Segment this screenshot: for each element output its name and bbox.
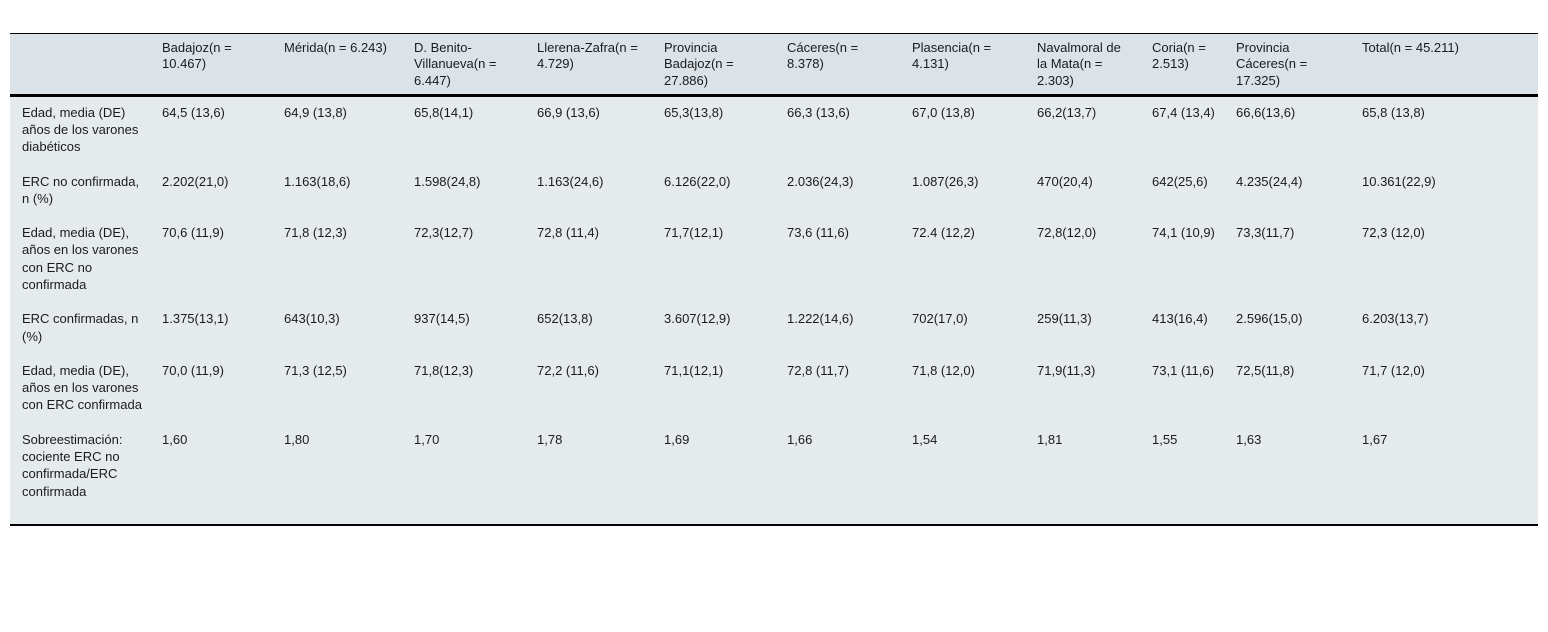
- results-table-wrap: Badajoz(n = 10.467) Mérida(n = 6.243) D. B…: [10, 33, 1538, 526]
- cell: 64,5 (13,6): [162, 104, 225, 120]
- cell: 71,7 (12,0): [1362, 362, 1425, 378]
- cell: 65,8(14,1): [414, 104, 474, 120]
- column-header: Mérida(n = 6.243): [284, 40, 387, 55]
- corner-cell: [10, 34, 160, 96]
- cell: 1,80: [284, 431, 310, 447]
- cell: 642(25,6): [1152, 173, 1208, 189]
- row-label: Edad, media (DE) años de los varones dia…: [22, 104, 139, 155]
- cell: 1.163(24,6): [537, 173, 604, 189]
- cell: 1.222(14,6): [787, 311, 854, 327]
- table-row: ERC confirmadas, n (%) 1.375(13,1) 643(10,…: [10, 303, 1538, 355]
- cell: 643(10,3): [284, 311, 340, 327]
- cell: 73,3(11,7): [1236, 225, 1295, 241]
- cell: 71,9(11,3): [1037, 362, 1096, 378]
- cell: 72.4 (12,2): [912, 225, 975, 241]
- cell: 1.375(13,1): [162, 311, 229, 327]
- cell: 71,8(12,3): [414, 362, 474, 378]
- cell: 73,1 (11,6): [1152, 362, 1214, 378]
- cell: 1,69: [664, 431, 690, 447]
- cell: 2.596(15,0): [1236, 311, 1303, 327]
- cell: 71,8 (12,0): [912, 362, 975, 378]
- cell: 70,6 (11,9): [162, 225, 224, 241]
- cell: 937(14,5): [414, 311, 470, 327]
- cell: 1,67: [1362, 431, 1388, 447]
- column-header: Llerena-Zafra(n = 4.729): [537, 40, 638, 72]
- column-header: Navalmoral de la Mata(n = 2.303): [1037, 40, 1121, 88]
- cell: 1,70: [414, 431, 440, 447]
- cell: 67,0 (13,8): [912, 104, 975, 120]
- cell: 67,4 (13,4): [1152, 104, 1215, 120]
- cell: 2.202(21,0): [162, 173, 229, 189]
- cell: 72,5(11,8): [1236, 362, 1295, 378]
- cell: 65,3(13,8): [664, 104, 724, 120]
- cell: 3.607(12,9): [664, 311, 731, 327]
- column-header: Cáceres(n = 8.378): [787, 40, 859, 72]
- cell: 4.235(24,4): [1236, 173, 1303, 189]
- cell: 652(13,8): [537, 311, 593, 327]
- cell: 1,55: [1152, 431, 1178, 447]
- row-label: ERC no confirmada, n (%): [22, 173, 140, 206]
- column-header: Coria(n = 2.513): [1152, 40, 1206, 72]
- cell: 10.361(22,9): [1362, 173, 1436, 189]
- row-label: Edad, media (DE), años en los varones co…: [22, 362, 142, 413]
- header-row: Badajoz(n = 10.467) Mérida(n = 6.243) D. B…: [10, 33, 1538, 96]
- column-header: Badajoz(n = 10.467): [162, 40, 232, 72]
- column-header: Total(n = 45.211): [1362, 40, 1459, 55]
- cell: 72,2 (11,6): [537, 362, 599, 378]
- column-header: Provincia Badajoz(n = 27.886): [664, 40, 734, 88]
- cell: 702(17,0): [912, 311, 968, 327]
- cell: 470(20,4): [1037, 173, 1093, 189]
- table-row: ERC no confirmada, n (%) 2.202(21,0) 1.163…: [10, 166, 1538, 218]
- cell: 413(16,4): [1152, 311, 1208, 327]
- column-header: Provincia Cáceres(n = 17.325): [1236, 40, 1308, 88]
- row-label: Sobreestimación: cociente ERC no confirm…: [22, 431, 123, 499]
- cell: 1,78: [537, 431, 563, 447]
- cell: 65,8 (13,8): [1362, 104, 1425, 120]
- column-header: Plasencia(n = 4.131): [912, 40, 992, 72]
- cell: 72,8(12,0): [1037, 225, 1097, 241]
- cell: 72,3(12,7): [414, 225, 474, 241]
- cell: 72,8 (11,4): [537, 225, 599, 241]
- cell: 6.126(22,0): [664, 173, 731, 189]
- column-header: D. Benito-Villanueva(n = 6.447): [414, 40, 497, 88]
- cell: 71,8 (12,3): [284, 225, 347, 241]
- cell: 6.203(13,7): [1362, 311, 1429, 327]
- cell: 66,2(13,7): [1037, 104, 1097, 120]
- results-table: Badajoz(n = 10.467) Mérida(n = 6.243) D. B…: [10, 33, 1538, 526]
- cell: 66,6(13,6): [1236, 104, 1296, 120]
- cell: 66,9 (13,6): [537, 104, 600, 120]
- cell: 66,3 (13,6): [787, 104, 850, 120]
- cell: 1,54: [912, 431, 938, 447]
- table-row: Edad, media (DE) años de los varones dia…: [10, 95, 1538, 165]
- table-row: Edad, media (DE), años en los varones co…: [10, 217, 1538, 303]
- cell: 1,60: [162, 431, 188, 447]
- cell: 1,66: [787, 431, 813, 447]
- cell: 71,3 (12,5): [284, 362, 347, 378]
- table-row: Edad, media (DE), años en los varones co…: [10, 355, 1538, 424]
- cell: 72,3 (12,0): [1362, 225, 1425, 241]
- cell: 1,81: [1037, 431, 1063, 447]
- row-label: ERC confirmadas, n (%): [22, 311, 139, 344]
- cell: 259(11,3): [1037, 311, 1092, 327]
- cell: 74,1 (10,9): [1152, 225, 1215, 241]
- cell: 1.598(24,8): [414, 173, 481, 189]
- cell: 70,0 (11,9): [162, 362, 224, 378]
- cell: 64,9 (13,8): [284, 104, 347, 120]
- cell: 1,63: [1236, 431, 1262, 447]
- cell: 72,8 (11,7): [787, 362, 849, 378]
- cell: 73,6 (11,6): [787, 225, 849, 241]
- cell: 1.163(18,6): [284, 173, 351, 189]
- cell: 71,7(12,1): [664, 225, 724, 241]
- table-row: Sobreestimación: cociente ERC no confirm…: [10, 424, 1538, 525]
- table-body: Edad, media (DE) años de los varones dia…: [10, 95, 1538, 525]
- cell: 1.087(26,3): [912, 173, 979, 189]
- cell: 71,1(12,1): [664, 362, 724, 378]
- cell: 2.036(24,3): [787, 173, 854, 189]
- row-label: Edad, media (DE), años en los varones co…: [22, 225, 139, 292]
